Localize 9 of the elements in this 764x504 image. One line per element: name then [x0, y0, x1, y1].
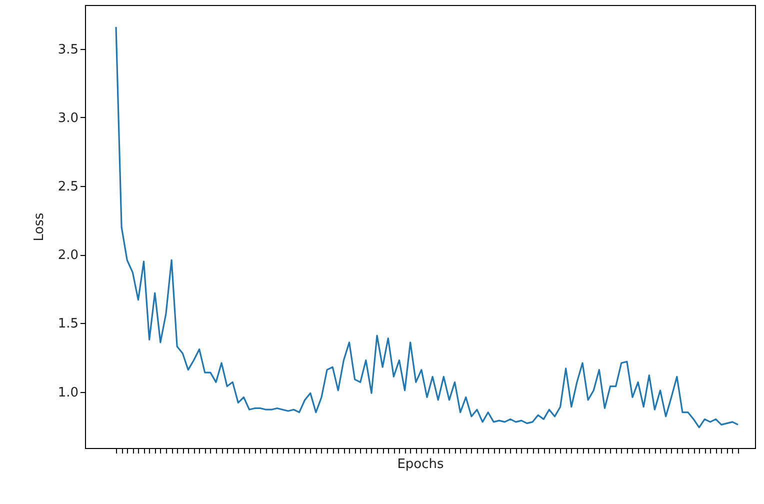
y-tick-label: 1.0 [58, 385, 78, 400]
y-tick-label: 1.5 [58, 316, 78, 332]
y-tick-label: 3.5 [58, 42, 78, 58]
x-axis-title: Epochs [397, 457, 444, 472]
y-tick-label: 3.0 [58, 110, 78, 126]
y-axis-title: Loss [32, 212, 47, 242]
line-series [115, 26, 739, 428]
y-tick-label: 2.5 [58, 180, 78, 195]
y-tick-label: 2.0 [58, 248, 78, 264]
